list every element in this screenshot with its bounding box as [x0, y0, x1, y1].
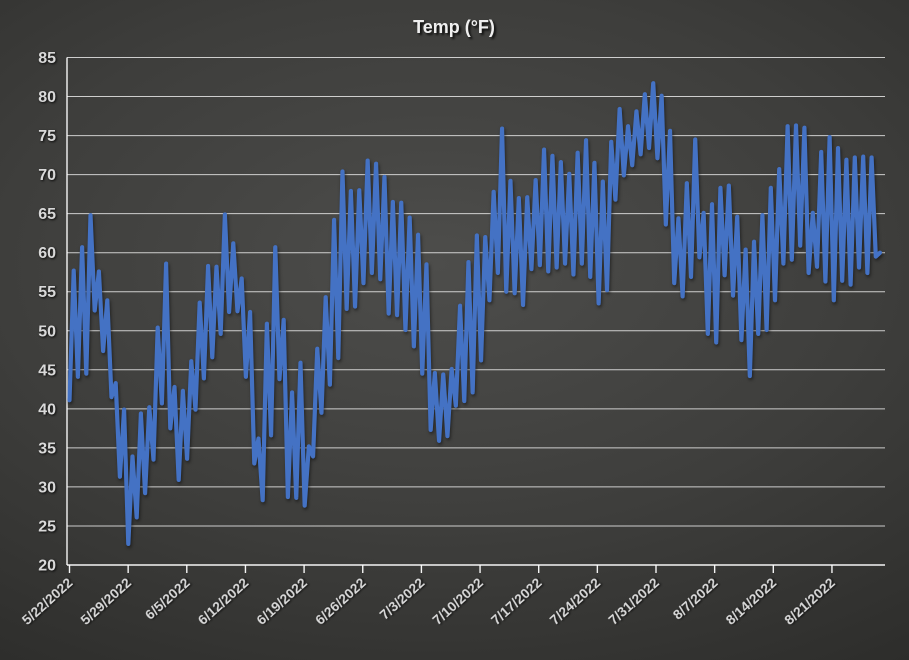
x-tick-label: 7/24/2022 [546, 574, 603, 628]
x-tick-label: 7/17/2022 [488, 574, 545, 628]
y-tick-label: 65 [38, 206, 56, 223]
y-tick-label: 55 [38, 284, 56, 301]
y-tick-label: 35 [38, 440, 56, 457]
chart-title: Temp (°F) [413, 17, 495, 37]
y-tick-label: 85 [38, 50, 56, 67]
y-tick-label: 25 [38, 518, 56, 535]
x-tick-label: 8/14/2022 [722, 574, 779, 628]
y-tick-label: 60 [38, 245, 56, 262]
x-tick-label: 6/12/2022 [194, 574, 251, 628]
y-tick-label: 45 [38, 362, 56, 379]
x-axis [66, 57, 885, 573]
x-axis-labels: 5/22/2022 5/29/2022 6/5/2022 6/12/2022 6/19/… [19, 574, 839, 628]
x-tick-label: 7/31/2022 [605, 574, 662, 628]
x-tick-label: 7/3/2022 [376, 574, 427, 622]
y-tick-label: 20 [38, 558, 56, 575]
x-tick-label: 8/21/2022 [781, 574, 838, 628]
y-tick-label: 30 [38, 479, 56, 496]
x-tick-label: 7/10/2022 [429, 574, 486, 628]
y-axis-labels: 20 25 30 35 40 45 50 55 60 65 70 75 80 85 [38, 50, 56, 575]
x-tick-label: 6/26/2022 [312, 574, 369, 628]
x-tick-label: 6/5/2022 [142, 574, 193, 622]
x-tick-label: 5/22/2022 [19, 574, 76, 628]
x-tick-label: 6/19/2022 [253, 574, 310, 628]
x-tick-label: 5/29/2022 [77, 574, 134, 628]
y-tick-label: 70 [38, 167, 56, 184]
temp-series-line [67, 81, 883, 547]
y-tick-label: 80 [38, 89, 56, 106]
x-tick-label: 8/7/2022 [669, 574, 720, 622]
y-tick-label: 40 [38, 401, 56, 418]
y-tick-label: 75 [38, 128, 56, 145]
y-tick-label: 50 [38, 323, 56, 340]
